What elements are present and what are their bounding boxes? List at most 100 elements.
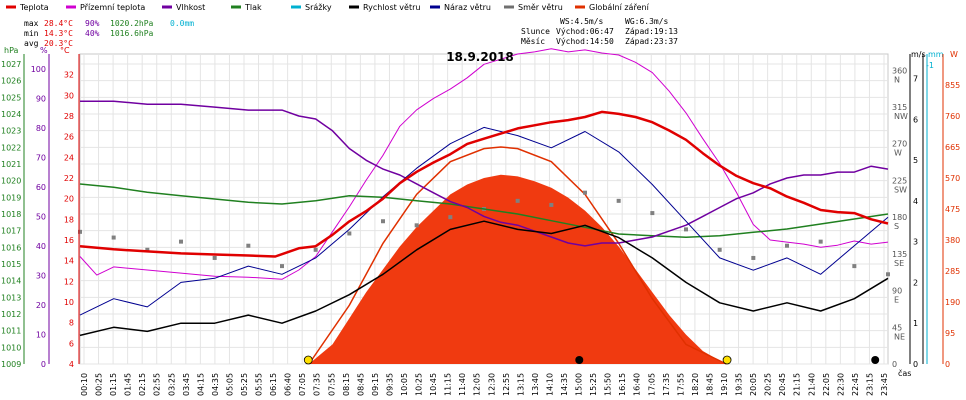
c-tick: 32: [64, 71, 74, 80]
pct-tick: 50: [36, 212, 46, 221]
legend-item: Vlhkost: [176, 3, 205, 12]
time-tick: 03:45: [182, 373, 191, 396]
wind-direction-point: [246, 243, 251, 248]
dir-tick: 45: [892, 323, 902, 332]
c-tick: 14: [64, 257, 74, 266]
wind-direction-point: [515, 198, 520, 203]
dir-tick-compass: NE: [894, 332, 905, 341]
time-tick: 04:35: [211, 373, 220, 396]
series-layer: [78, 48, 890, 365]
w-tick: 190: [945, 298, 960, 307]
hpa-tick: 1022: [1, 143, 21, 152]
time-tick: 05:55: [255, 373, 264, 396]
hpa-axis-label: hPa: [4, 46, 19, 55]
ms-tick: 3: [913, 238, 918, 247]
time-tick: 00:10: [80, 373, 89, 396]
stats-value: 90%: [85, 19, 100, 28]
hpa-tick: 1012: [1, 310, 21, 319]
sun-label: Slunce: [521, 27, 550, 36]
ms-tick: 1: [913, 319, 918, 328]
wind-direction-point: [650, 211, 655, 216]
time-tick: 02:55: [153, 373, 162, 396]
time-tick: 14:10: [545, 373, 554, 396]
w-tick: 95: [945, 329, 955, 338]
axis-layer: hPa% °C1009101010111012101310141015101610…: [1, 46, 960, 396]
time-tick: 14:35: [560, 373, 569, 396]
wind-direction-point: [313, 247, 318, 252]
ms-axis-label: m/s: [911, 50, 926, 59]
sunrise-marker: [303, 355, 313, 365]
ground-temperature-line: [79, 48, 889, 280]
stats-value: 28.4°C: [44, 19, 73, 28]
moonrise-value: Východ:14:50: [556, 37, 614, 46]
c-tick: 16: [64, 236, 74, 245]
dir-tick: 0: [892, 360, 897, 369]
ms-tick: 7: [913, 74, 918, 83]
hpa-tick: 1015: [1, 260, 21, 269]
wind-direction-point: [145, 247, 150, 252]
mm-axis-label: mm: [928, 50, 944, 59]
time-tick: 06:15: [269, 373, 278, 396]
time-tick: 02:15: [138, 373, 147, 396]
dir-tick: 135: [892, 250, 907, 259]
wind-direction-point: [886, 272, 890, 277]
dir-tick-compass: SE: [894, 259, 904, 268]
time-tick: 18:20: [691, 373, 700, 396]
time-tick: 16:15: [618, 373, 627, 396]
time-tick: 09:15: [371, 373, 380, 396]
wind-direction-point: [549, 202, 554, 207]
time-tick: 11:40: [458, 373, 467, 396]
w-tick: 0: [945, 360, 950, 369]
stats-value: 20.3°C: [44, 39, 73, 48]
ms-tick: 6: [913, 115, 918, 124]
pct-tick: 90: [36, 94, 46, 103]
chart-title: 18.9.2018: [446, 50, 514, 64]
w-tick: 380: [945, 236, 960, 245]
ms-tick: 2: [913, 278, 918, 287]
wind-direction-point: [616, 198, 621, 203]
c-tick: 6: [69, 339, 74, 348]
time-tick: 17:35: [662, 373, 671, 396]
wind-direction-point: [583, 190, 587, 195]
legend-item: Srážky: [305, 3, 332, 12]
hpa-tick: 1010: [1, 343, 21, 352]
ms-tick: 4: [913, 197, 918, 206]
c-tick: 4: [69, 360, 74, 369]
time-tick: 05:05: [225, 373, 234, 396]
time-tick: 23:45: [880, 373, 889, 396]
ws-value: WS:4.5m/s: [560, 17, 604, 26]
time-tick: 01:45: [124, 373, 133, 396]
time-tick: 01:15: [109, 373, 118, 396]
dir-tick-compass: S: [894, 222, 899, 231]
hpa-tick: 1023: [1, 127, 21, 136]
pct-tick: 40: [36, 242, 46, 251]
stats-value: 40%: [85, 29, 100, 38]
time-tick: 15:50: [604, 373, 613, 396]
time-tick: 20:45: [778, 373, 787, 396]
wind-direction-point: [179, 239, 183, 244]
time-tick: 22:05: [822, 373, 831, 396]
time-tick: 12:05: [473, 373, 482, 396]
dir-tick: 180: [892, 213, 907, 222]
wind-direction-point: [212, 255, 217, 260]
x-axis-label: čas: [898, 368, 911, 378]
dir-tick-compass: W: [894, 149, 902, 158]
time-tick: 08:45: [356, 373, 365, 396]
time-tick: 20:25: [764, 373, 773, 396]
time-tick: 18:45: [705, 373, 714, 396]
time-tick: 21:40: [807, 373, 816, 396]
pct-tick: 10: [36, 330, 46, 339]
pct-tick: 100: [31, 65, 46, 74]
c-tick: 10: [64, 298, 74, 307]
time-tick: 06:40: [284, 373, 293, 396]
legend-item: Náraz větru: [444, 3, 491, 12]
time-tick: 19:35: [735, 373, 744, 396]
time-tick: 16:40: [633, 373, 642, 396]
pct-axis-label: %: [40, 46, 48, 55]
wind-direction-point: [111, 235, 116, 240]
hpa-tick: 1024: [1, 110, 21, 119]
moon-label: Měsíc: [521, 37, 545, 46]
c-tick: 26: [64, 133, 74, 142]
stats-value: max: [24, 19, 39, 28]
